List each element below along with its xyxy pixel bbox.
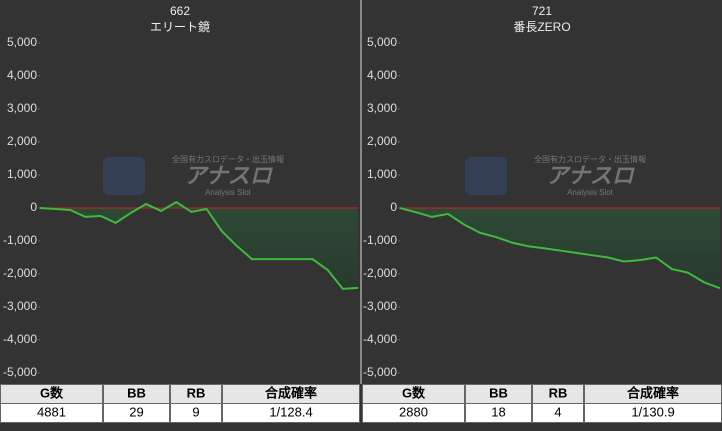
data-cell — [0, 403, 103, 423]
y-tick-label: 1,000 — [7, 167, 37, 181]
data-text: 9 — [192, 404, 199, 419]
y-tick-label: 2,000 — [367, 134, 397, 148]
header-text: G数 — [402, 385, 426, 400]
data-text: 1/130.9 — [631, 404, 674, 419]
chart-subtitle: 番長ZERO — [513, 20, 570, 34]
watermark-title: アナスロ — [184, 163, 274, 188]
area-fill — [40, 202, 358, 289]
watermark-subtitle: Analysis Slot — [205, 188, 252, 197]
y-tick-label: 3,000 — [367, 101, 397, 115]
header-text: 合成確率 — [627, 385, 679, 400]
data-cell — [362, 403, 465, 423]
watermark-tagline: 全国有力スロデータ・出玉情報 — [534, 154, 646, 164]
data-cell — [532, 403, 584, 423]
y-tick-label: -3,000 — [363, 299, 397, 313]
watermark-tagline: 全国有力スロデータ・出玉情報 — [172, 154, 284, 164]
data-text: 2880 — [399, 404, 428, 419]
watermark-logo — [465, 157, 507, 195]
watermark-subtitle: Analysis Slot — [567, 188, 614, 197]
header-text: 合成確率 — [265, 385, 317, 400]
watermark-logo — [103, 157, 145, 195]
y-tick-label: -4,000 — [3, 332, 37, 346]
y-tick-label: -5,000 — [363, 365, 397, 379]
area-fill — [400, 208, 720, 289]
watermark-title: アナスロ — [546, 163, 636, 188]
y-tick-label: 5,000 — [7, 35, 37, 49]
y-tick-label: -5,000 — [3, 365, 37, 379]
line — [39, 200, 359, 290]
y-tick-label: 1,000 — [367, 167, 397, 181]
chart-title: 721 — [532, 4, 552, 18]
data-cell — [222, 403, 360, 423]
data-text: 1/128.4 — [269, 404, 312, 419]
y-tick-label: 3,000 — [7, 101, 37, 115]
y-tick-label: -3,000 — [3, 299, 37, 313]
data-text: 29 — [129, 404, 143, 419]
chart-subtitle: エリート鏡 — [150, 19, 210, 34]
line — [399, 207, 721, 290]
data-text: 4881 — [37, 404, 66, 419]
header-text: BB — [489, 385, 508, 400]
data-cell — [465, 403, 532, 423]
header-text: RB — [549, 385, 568, 400]
y-tick-label: -2,000 — [363, 266, 397, 280]
y-tick-label: 5,000 — [367, 35, 397, 49]
y-tick-label: 2,000 — [7, 134, 37, 148]
y-tick-label: -1,000 — [3, 233, 37, 247]
y-tick-label: -2,000 — [3, 266, 37, 280]
chart-title: 662 — [170, 4, 190, 18]
y-tick-label: -1,000 — [363, 233, 397, 247]
y-tick-label: 4,000 — [367, 68, 397, 82]
y-tick-label: -4,000 — [363, 332, 397, 346]
header-text: G数 — [40, 385, 64, 400]
data-text: 4 — [554, 404, 561, 419]
y-tick-label: 0 — [30, 200, 37, 214]
header-text: BB — [127, 385, 146, 400]
data-cell — [103, 403, 170, 423]
header-text: RB — [187, 385, 206, 400]
data-text: 18 — [491, 404, 505, 419]
data-cell — [170, 403, 222, 423]
y-tick-label: 0 — [390, 200, 397, 214]
y-tick-label: 4,000 — [7, 68, 37, 82]
